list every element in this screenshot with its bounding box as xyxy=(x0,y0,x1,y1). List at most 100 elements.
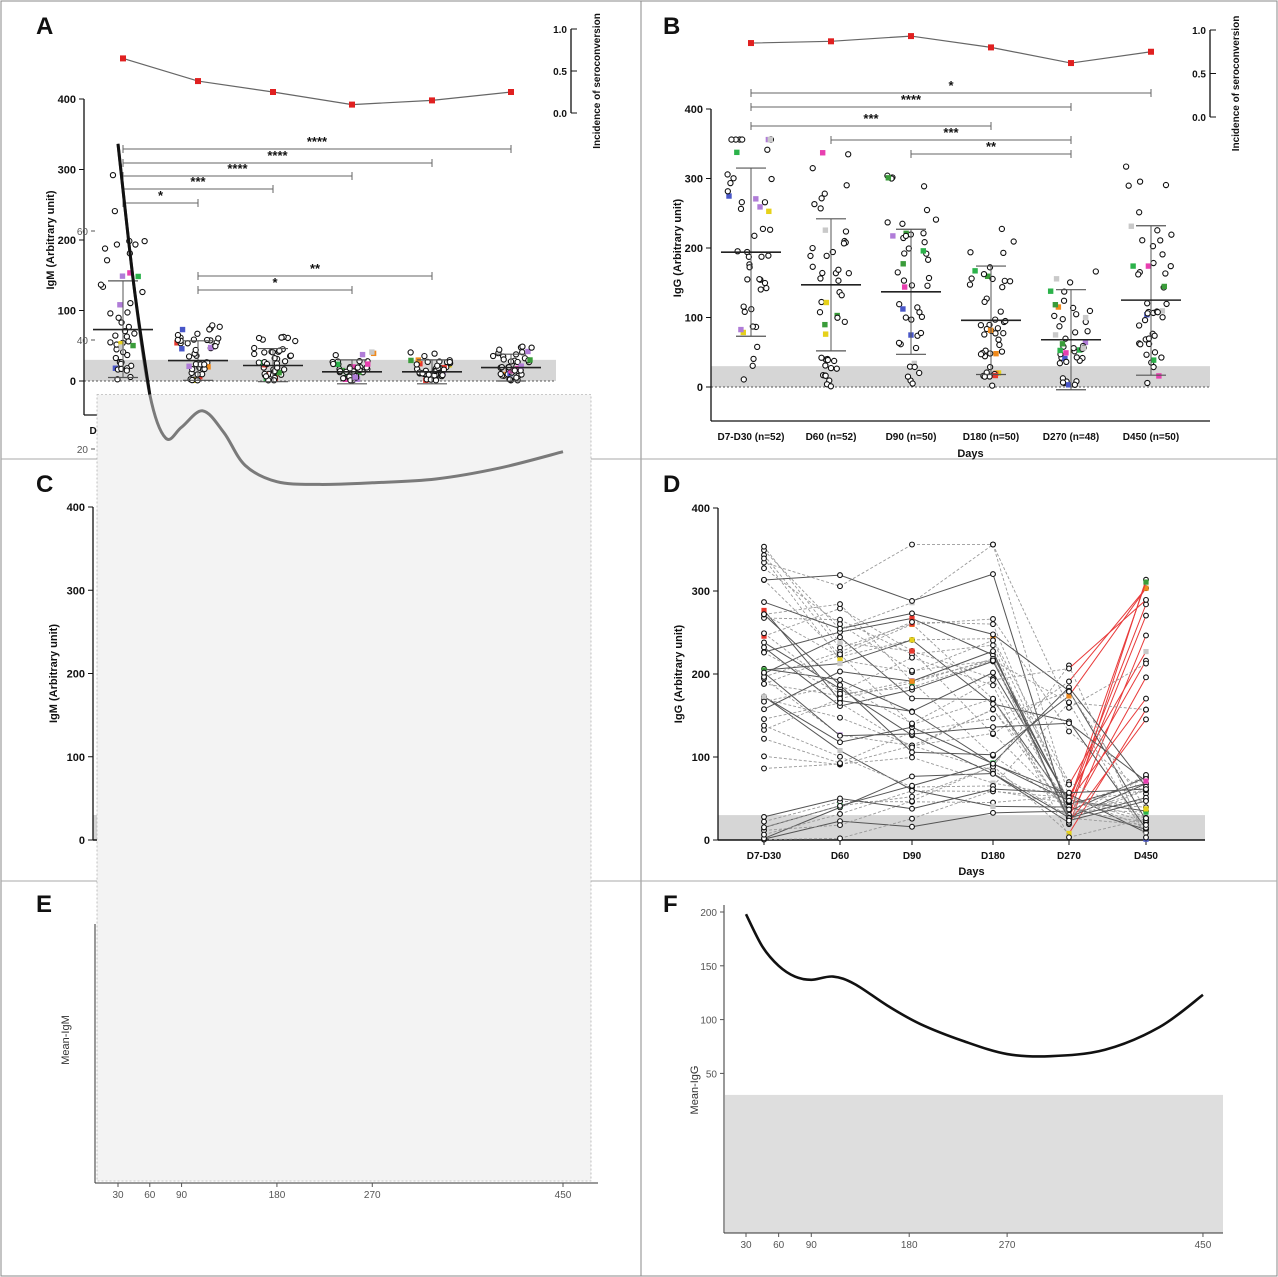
data-point xyxy=(909,720,915,727)
trajectory-segment xyxy=(992,702,1070,787)
data-point xyxy=(112,332,119,339)
panel-b: B 0 100 200 300 400 IgG (Arbitrary unit) D7-D30… xyxy=(663,13,1242,460)
data-point xyxy=(761,694,767,700)
data-point xyxy=(901,284,908,290)
data-point xyxy=(924,282,931,289)
data-point xyxy=(816,309,824,316)
data-point xyxy=(109,171,117,179)
data-point xyxy=(896,301,903,308)
data-point xyxy=(1125,182,1132,189)
data-point xyxy=(917,329,925,337)
data-point xyxy=(1062,355,1068,362)
data-point xyxy=(837,640,843,646)
data-point xyxy=(909,654,915,661)
y-axis-label: IgM (Arbitrary unit) xyxy=(48,624,60,723)
data-point xyxy=(1143,674,1149,681)
data-point xyxy=(909,684,915,691)
y-tick-label: 0 xyxy=(70,376,76,388)
trajectory-segment xyxy=(763,579,841,655)
trajectory-segment xyxy=(839,820,913,828)
x-tick-label: 270 xyxy=(364,1190,381,1201)
trajectory-segment xyxy=(1068,789,1147,816)
data-point xyxy=(1143,579,1149,585)
data-point xyxy=(909,782,915,789)
seroconversion-point xyxy=(349,101,355,108)
trajectory-segment xyxy=(1068,677,1147,817)
data-point xyxy=(1143,660,1149,667)
data-point xyxy=(990,786,996,793)
data-point xyxy=(761,543,767,550)
trajectory-segment xyxy=(911,765,994,802)
data-point xyxy=(909,598,915,604)
data-point xyxy=(909,823,915,830)
data-point xyxy=(118,340,124,347)
seroconversion-point xyxy=(195,78,201,85)
trajectory-segment xyxy=(911,650,994,735)
data-point xyxy=(352,374,358,380)
trajectory-segment xyxy=(992,668,1070,681)
data-point xyxy=(734,248,741,255)
data-point xyxy=(1161,283,1167,290)
data-point xyxy=(1143,695,1149,702)
data-point xyxy=(179,326,186,333)
data-point xyxy=(1143,806,1149,812)
data-point xyxy=(817,275,824,282)
data-point xyxy=(112,354,120,362)
data-point xyxy=(1150,363,1157,371)
y-tick-label: 200 xyxy=(685,243,703,255)
data-point xyxy=(990,616,996,622)
data-point xyxy=(900,277,908,284)
data-point xyxy=(981,298,988,306)
trajectory-segment xyxy=(992,782,1070,797)
data-point xyxy=(1143,585,1149,591)
data-point xyxy=(1168,231,1175,238)
x-tick-label: D60 (n=52) xyxy=(806,432,857,443)
data-point xyxy=(417,361,423,367)
data-point xyxy=(1052,332,1059,338)
significance-label: * xyxy=(158,188,164,203)
data-point xyxy=(741,308,748,316)
data-point xyxy=(909,667,915,674)
trajectory-segment xyxy=(1068,722,1147,782)
trajectory-segment xyxy=(992,722,1070,728)
data-point xyxy=(761,765,767,772)
data-point xyxy=(759,225,767,233)
trajectory-segment xyxy=(1068,795,1147,829)
data-point xyxy=(809,263,816,270)
data-point xyxy=(103,257,111,264)
data-point xyxy=(1082,314,1089,321)
x-tick-label: D270 xyxy=(1057,851,1081,862)
data-point xyxy=(809,165,816,172)
data-point xyxy=(761,630,767,637)
data-point xyxy=(990,571,996,578)
y-tick-label: 400 xyxy=(685,104,703,116)
data-point xyxy=(990,715,996,722)
trajectory-segment xyxy=(911,801,994,803)
data-point xyxy=(909,637,915,643)
trajectory-segment xyxy=(1068,796,1147,823)
trajectory-segment xyxy=(992,763,1070,802)
data-point xyxy=(827,364,835,372)
trajectory-segment xyxy=(763,702,841,720)
x-tick-label: 450 xyxy=(555,1190,572,1201)
data-point xyxy=(124,309,131,316)
data-point xyxy=(837,747,843,754)
data-point xyxy=(1145,263,1152,269)
data-point xyxy=(1162,270,1169,277)
data-point xyxy=(1071,381,1079,388)
data-point xyxy=(1150,357,1157,363)
trajectory-segment xyxy=(911,623,994,700)
y-tick-label: 200 xyxy=(67,669,85,681)
data-point xyxy=(1151,349,1159,356)
trajectory-segment xyxy=(839,639,913,658)
data-point xyxy=(1066,781,1072,788)
significance-label: *** xyxy=(863,111,879,126)
trajectory-segment xyxy=(992,660,1070,817)
data-point xyxy=(1061,288,1068,295)
data-point xyxy=(837,583,843,590)
significance-label: *** xyxy=(190,174,206,189)
y-tick-label: 20 xyxy=(77,445,89,456)
y-tick-label: 100 xyxy=(685,313,703,325)
trajectory-segment xyxy=(763,813,841,836)
data-point xyxy=(833,365,840,372)
